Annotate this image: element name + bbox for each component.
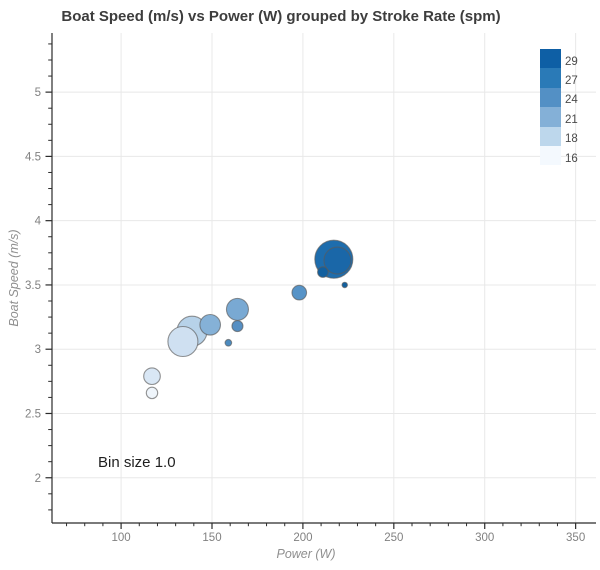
x-tick-label: 250 bbox=[384, 532, 403, 544]
legend-label-18: 18 bbox=[565, 133, 578, 146]
y-axis-label: Boat Speed (m/s) bbox=[7, 229, 21, 327]
legend-swatch-16 bbox=[540, 146, 561, 166]
legend-swatch-21 bbox=[540, 107, 561, 127]
y-tick-label: 5 bbox=[35, 87, 41, 99]
y-tick-label: 3 bbox=[35, 344, 41, 356]
data-bubble bbox=[224, 338, 233, 347]
data-bubble bbox=[143, 367, 161, 386]
legend-swatch-24 bbox=[540, 87, 561, 108]
bin-size-annotation: Bin size 1.0 bbox=[98, 454, 176, 471]
y-tick-label: 4.5 bbox=[25, 151, 41, 163]
x-tick-label: 150 bbox=[202, 532, 221, 544]
y-tick-label: 3.5 bbox=[25, 280, 41, 292]
y-tick-label: 4 bbox=[35, 216, 42, 228]
data-bubble bbox=[145, 386, 159, 400]
data-bubble bbox=[199, 313, 222, 336]
x-axis-label: Power (W) bbox=[276, 547, 336, 561]
data-bubble bbox=[323, 246, 352, 275]
legend-label-29: 29 bbox=[565, 55, 578, 68]
legend-swatch-18 bbox=[540, 126, 561, 146]
legend-label-24: 24 bbox=[565, 94, 578, 107]
x-tick-label: 200 bbox=[293, 532, 312, 544]
data-bubble bbox=[167, 325, 199, 358]
legend-label-27: 27 bbox=[565, 74, 578, 87]
data-bubble bbox=[231, 320, 244, 333]
data-bubble bbox=[317, 266, 329, 278]
x-tick-label: 350 bbox=[566, 532, 585, 544]
y-tick-label: 2.5 bbox=[25, 408, 41, 420]
chart-title: Boat Speed (m/s) vs Power (W) grouped by… bbox=[61, 8, 501, 25]
legend-swatch-27 bbox=[540, 68, 561, 88]
data-bubble bbox=[225, 297, 250, 321]
data-bubble bbox=[291, 284, 308, 301]
y-tick-label: 2 bbox=[35, 473, 41, 485]
legend-label-21: 21 bbox=[565, 113, 578, 126]
data-bubble bbox=[341, 281, 348, 289]
legend-label-16: 16 bbox=[565, 152, 578, 165]
x-tick-label: 300 bbox=[475, 532, 494, 544]
legend-swatch-29 bbox=[540, 49, 561, 69]
x-tick-label: 100 bbox=[111, 532, 130, 544]
